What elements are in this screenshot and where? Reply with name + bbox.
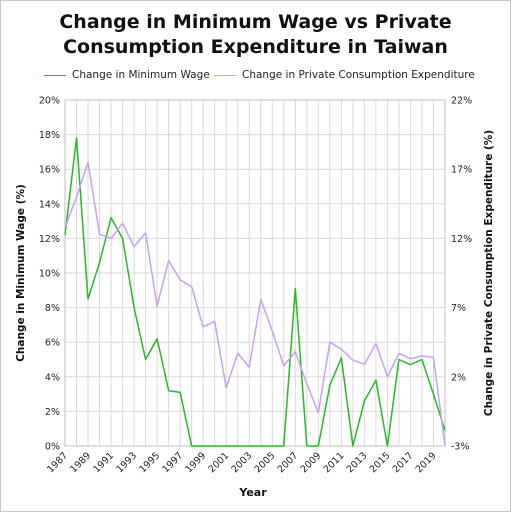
legend-swatch-consumption [214,74,236,76]
x-tick-label: 1993 [114,450,139,475]
x-tick-label: 1989 [68,450,93,475]
y-left-tick-label: 10% [39,269,60,280]
y-left-tick-label: 2% [45,407,60,418]
legend-item-consumption: Change in Private Consumption Expenditur… [214,69,475,81]
x-tick-label: 1995 [137,450,162,475]
legend-swatch-minimum-wage [44,74,66,76]
y-left-tick-label: 6% [45,338,60,349]
x-tick-label: 2019 [414,450,439,475]
x-tick-label: 2001 [206,450,231,475]
legend-item-minimum-wage: Change in Minimum Wage [44,69,210,81]
x-tick-label: 2009 [299,450,324,475]
legend-label-minimum-wage: Change in Minimum Wage [72,69,210,81]
y-left-tick-label: 18% [39,130,60,141]
grid-layer [64,99,446,447]
y-left-tick-label: 14% [39,199,60,210]
y-axis-right-title: Change in Private Consumption Expenditur… [483,130,495,416]
y-right-tick-label: -3% [451,442,470,453]
x-tick-label: 2003 [229,450,254,475]
y-right-tick-label: 7% [451,303,466,314]
chart-legend: Change in Minimum Wage Change in Private… [0,69,511,85]
y-right-tick-label: 2% [451,372,466,383]
x-tick-label: 2015 [368,450,393,475]
y-axis-left-title: Change in Minimum Wage (%) [15,184,27,362]
x-axis-title: Year [238,486,267,499]
x-tick-label: 1997 [160,450,185,475]
x-tick-label: 2013 [345,450,370,475]
y-left-tick-label: 20% [39,96,60,107]
x-tick-label: 1987 [45,450,70,475]
x-tick-label: 1999 [183,450,208,475]
legend-label-consumption: Change in Private Consumption Expenditur… [242,69,475,81]
x-tick-label: 2007 [276,450,301,475]
label-layer: 0% 2% 4% 6% 8% 10% 12% 14% 16% 18% 20% -3% 2% 7% 12% 17… [39,96,472,476]
series-line-consumption [64,161,446,447]
x-tick-label: 2017 [391,450,416,475]
y-left-tick-label: 12% [39,234,60,245]
series-line-minimum-wage [64,137,446,447]
y-left-tick-label: 4% [45,372,60,383]
x-tick-label: 2011 [322,450,347,475]
series-layer [64,137,446,447]
x-tick-label: 1991 [91,450,116,475]
y-left-tick-label: 8% [45,303,60,314]
chart-title-line2: Consumption Expenditure in Taiwan [63,36,448,58]
x-tick-label: 2005 [253,450,278,475]
y-right-tick-label: 22% [451,96,472,107]
y-left-tick-label: 16% [39,165,60,176]
chart-title-line1: Change in Minimum Wage vs Private [59,11,452,33]
y-right-tick-label: 17% [451,165,472,176]
y-left-tick-label: 0% [45,442,60,453]
y-right-tick-label: 12% [451,234,472,245]
